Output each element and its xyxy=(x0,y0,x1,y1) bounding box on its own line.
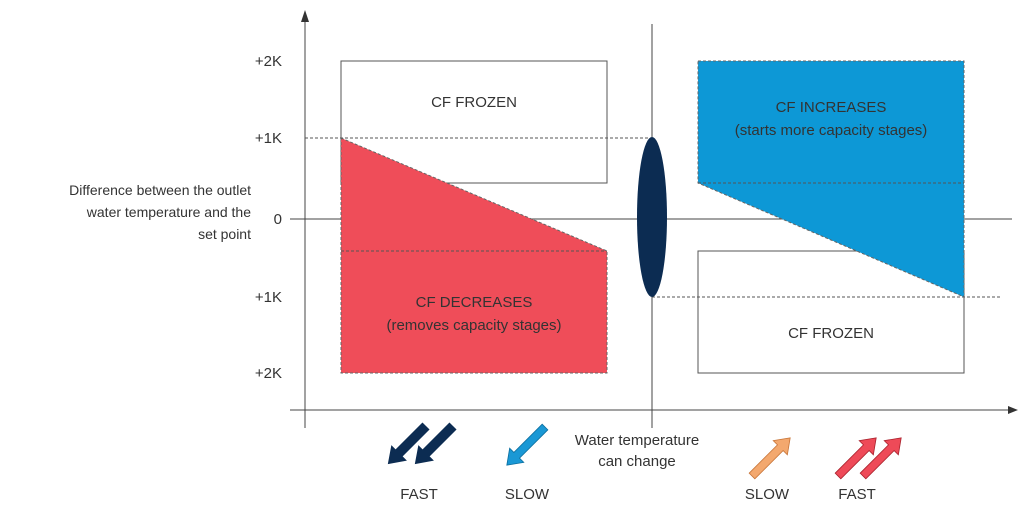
y-tick-plus1k-bottom: +1K xyxy=(255,289,282,306)
y-axis-label-line3: set point xyxy=(198,226,251,242)
cf-decreases-sublabel: (removes capacity stages) xyxy=(386,317,561,334)
fast-down-arrow-left xyxy=(387,422,430,465)
cf-frozen-lower-label: CF FROZEN xyxy=(788,325,874,342)
slow-up-arrow xyxy=(748,437,791,480)
y-tick-plus2k-bottom: +2K xyxy=(255,365,282,382)
fast-up-arrow-right xyxy=(859,437,902,480)
cf-frozen-lower-box xyxy=(697,250,965,374)
y-tick-plus2k-top: +2K xyxy=(255,53,282,70)
slow-down-label: SLOW xyxy=(505,486,550,503)
water-temp-note-line1: Water temperature xyxy=(575,432,700,449)
water-temp-note-line2: can change xyxy=(598,453,676,470)
cf-increases-label: CF INCREASES xyxy=(776,99,887,116)
slow-up-label: SLOW xyxy=(745,486,790,503)
y-tick-plus1k-top: +1K xyxy=(255,130,282,147)
fast-up-label: FAST xyxy=(838,486,876,503)
neutral-ellipse xyxy=(637,137,667,297)
x-axis-arrowhead xyxy=(1008,406,1018,414)
y-axis-label-line2: water temperature and the xyxy=(86,204,251,220)
fast-down-label: FAST xyxy=(400,486,438,503)
y-axis-label-line1: Difference between the outlet xyxy=(69,182,251,198)
cf-decreases-zone xyxy=(340,137,608,374)
cf-decreases-label: CF DECREASES xyxy=(416,294,533,311)
cf-frozen-upper-label: CF FROZEN xyxy=(431,94,517,111)
fast-up-arrow-left xyxy=(834,437,877,480)
cf-increases-sublabel: (starts more capacity stages) xyxy=(735,122,928,139)
y-tick-zero: 0 xyxy=(274,211,282,228)
y-axis-arrowhead xyxy=(301,10,309,22)
fast-down-arrow-right xyxy=(414,422,457,465)
slow-down-arrow xyxy=(506,423,549,466)
